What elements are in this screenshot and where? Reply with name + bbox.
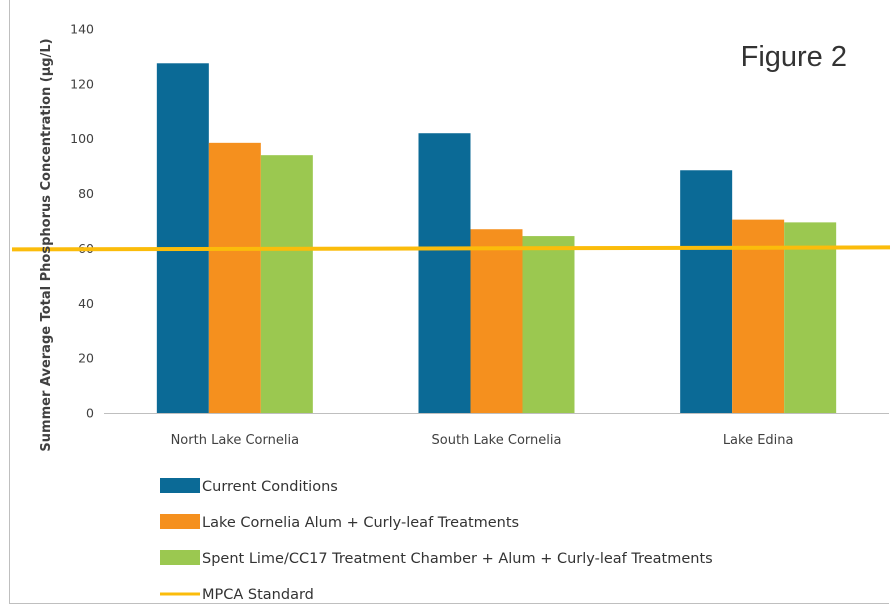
legend-label: MPCA Standard [202,587,314,603]
bar [156,63,209,414]
mpca-standard-line-group [11,245,890,252]
bar [418,133,471,413]
y-tick-label: 100 [70,131,94,146]
bar [208,142,261,414]
y-axis-label: Summer Average Total Phosphorus Concentr… [39,38,54,451]
y-tick-label: 80 [78,186,94,201]
legend-swatch [160,478,200,493]
chart-frame [9,0,889,604]
legend-label: Current Conditions [202,479,338,495]
y-tick-label: 20 [78,351,94,366]
y-tick-label: 0 [86,406,94,421]
category-label: North Lake Cornelia [171,433,299,448]
bar [732,219,785,413]
y-tick-label: 40 [78,296,94,311]
y-tick-label: 140 [70,22,94,37]
bar [522,236,575,413]
category-label: South Lake Cornelia [432,433,562,448]
bar [260,155,313,413]
y-tick-labels: 020406080100120140 [70,22,94,421]
legend-label: Lake Cornelia Alum + Curly-leaf Treatmen… [202,515,519,531]
bar [680,170,733,413]
legend-swatch [160,550,200,565]
category-label: Lake Edina [723,433,794,448]
category-labels: North Lake Cornelia South Lake Cornelia La… [171,433,794,448]
legend-swatch [160,514,200,529]
legend: Current Conditions Lake Cornelia Alum + C… [160,478,713,603]
legend-label: Spent Lime/CC17 Treatment Chamber + Alum… [202,551,713,567]
mpca-standard-line [11,245,890,252]
y-tick-label: 120 [70,76,94,91]
bar [470,229,523,413]
bar [784,222,837,413]
bars [156,63,837,414]
figure-label: Figure 2 [741,41,847,73]
